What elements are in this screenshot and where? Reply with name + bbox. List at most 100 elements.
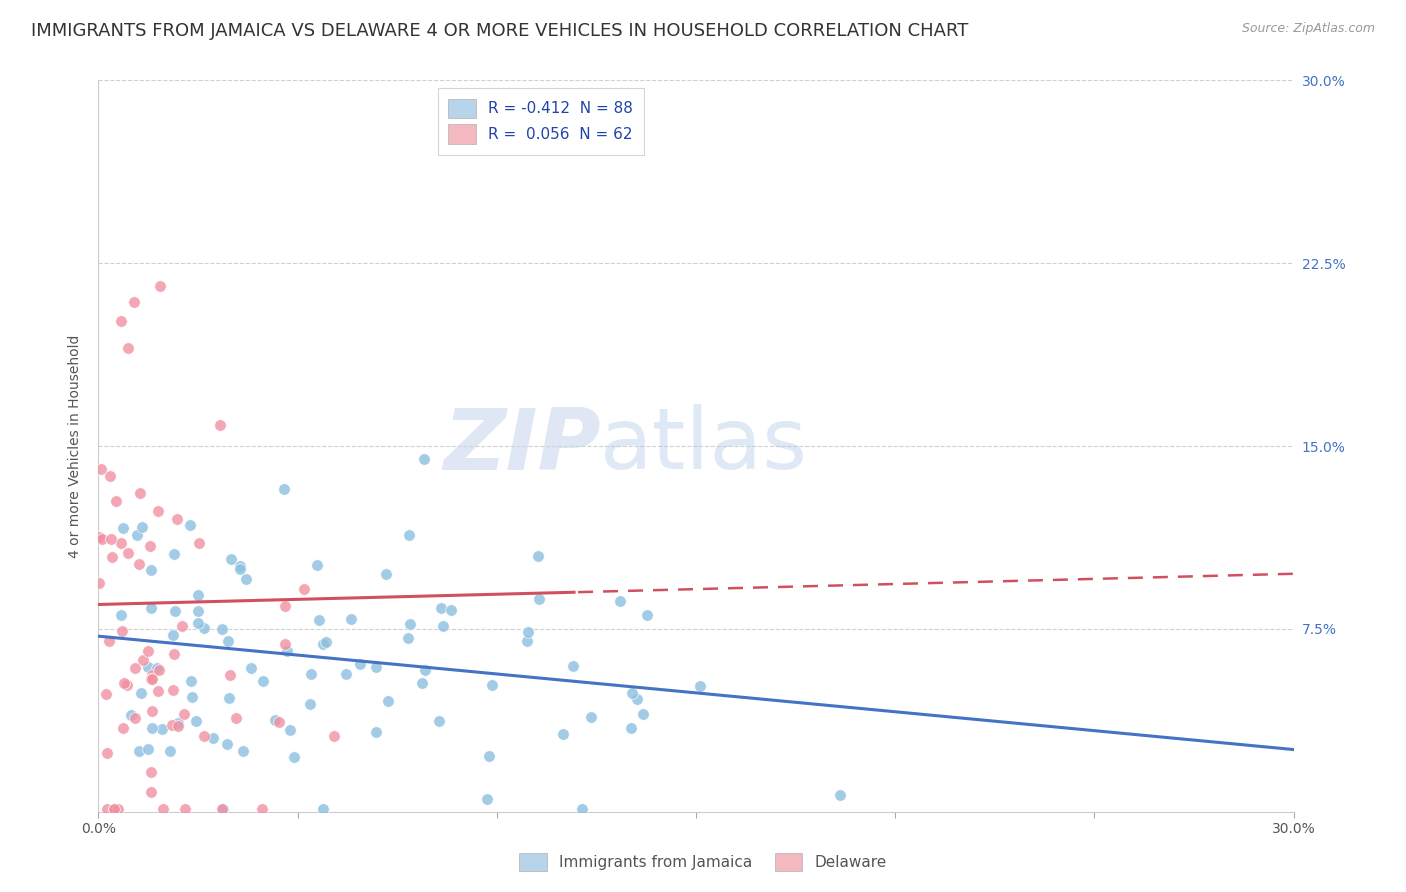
Point <box>162 682 184 697</box>
Point <box>139 563 162 577</box>
Point <box>308 613 330 627</box>
Point <box>218 690 240 705</box>
Point <box>128 557 150 571</box>
Point <box>141 673 163 687</box>
Point <box>274 599 297 613</box>
Point <box>187 588 209 602</box>
Point <box>263 713 285 727</box>
Point <box>90 461 112 475</box>
Point <box>187 604 209 618</box>
Point <box>131 520 153 534</box>
Point <box>89 575 111 590</box>
Point <box>128 744 150 758</box>
Point <box>96 746 118 760</box>
Point <box>110 536 132 550</box>
Point <box>101 550 124 565</box>
Point <box>299 667 322 681</box>
Text: IMMIGRANTS FROM JAMAICA VS DELAWARE 4 OR MORE VEHICLES IN HOUSEHOLD CORRELATION : IMMIGRANTS FROM JAMAICA VS DELAWARE 4 OR… <box>31 22 969 40</box>
Text: ZIP: ZIP <box>443 404 600 488</box>
Point <box>104 493 127 508</box>
Point <box>427 714 450 729</box>
Point <box>139 600 162 615</box>
Point <box>136 660 159 674</box>
Point <box>112 722 135 736</box>
Point <box>173 802 195 816</box>
Point <box>170 619 193 633</box>
Point <box>413 452 436 467</box>
Point <box>91 533 114 547</box>
Point <box>633 706 655 721</box>
Point <box>146 661 169 675</box>
Point <box>273 482 295 496</box>
Point <box>163 603 186 617</box>
Point <box>127 528 149 542</box>
Point <box>315 635 337 649</box>
Point <box>124 660 146 674</box>
Point <box>112 521 135 535</box>
Point <box>98 468 121 483</box>
Point <box>366 725 388 739</box>
Point <box>132 653 155 667</box>
Point <box>335 667 357 681</box>
Point <box>117 341 139 355</box>
Point <box>148 663 170 677</box>
Point <box>349 657 371 671</box>
Point <box>292 582 315 596</box>
Point <box>103 802 125 816</box>
Point <box>481 678 503 692</box>
Point <box>184 714 207 728</box>
Point <box>619 721 641 735</box>
Point <box>193 622 215 636</box>
Point <box>96 802 118 816</box>
Point <box>478 749 501 764</box>
Point <box>110 608 132 623</box>
Point <box>141 784 163 798</box>
Point <box>136 741 159 756</box>
Point <box>129 686 152 700</box>
Point <box>516 634 538 648</box>
Point <box>146 504 169 518</box>
Point <box>411 676 433 690</box>
Point <box>141 721 163 735</box>
Point <box>232 744 254 758</box>
Point <box>211 802 233 816</box>
Point <box>398 528 420 542</box>
Point <box>98 634 121 648</box>
Point <box>430 600 453 615</box>
Point <box>217 634 239 648</box>
Point <box>527 549 550 563</box>
Point <box>579 709 602 723</box>
Point <box>117 678 139 692</box>
Point <box>240 661 263 675</box>
Point <box>208 418 231 433</box>
Point <box>100 532 122 546</box>
Point <box>107 802 129 816</box>
Point <box>235 573 257 587</box>
Point <box>152 802 174 816</box>
Point <box>179 518 201 533</box>
Y-axis label: 4 or more Vehicles in Household: 4 or more Vehicles in Household <box>69 334 83 558</box>
Point <box>162 628 184 642</box>
Point <box>571 802 593 816</box>
Point <box>298 697 321 711</box>
Point <box>377 693 399 707</box>
Point <box>551 727 574 741</box>
Point <box>374 567 396 582</box>
Point <box>517 625 540 640</box>
Point <box>110 314 132 328</box>
Point <box>440 603 463 617</box>
Point <box>180 690 202 704</box>
Point <box>111 624 134 639</box>
Point <box>122 294 145 309</box>
Point <box>201 731 224 746</box>
Point <box>413 663 436 677</box>
Point <box>139 765 162 780</box>
Text: atlas: atlas <box>600 404 808 488</box>
Point <box>250 802 273 816</box>
Point <box>124 711 146 725</box>
Point <box>150 722 173 736</box>
Point <box>173 706 195 721</box>
Point <box>163 547 186 561</box>
Point <box>364 659 387 673</box>
Legend: R = -0.412  N = 88, R =  0.056  N = 62: R = -0.412 N = 88, R = 0.056 N = 62 <box>437 88 644 154</box>
